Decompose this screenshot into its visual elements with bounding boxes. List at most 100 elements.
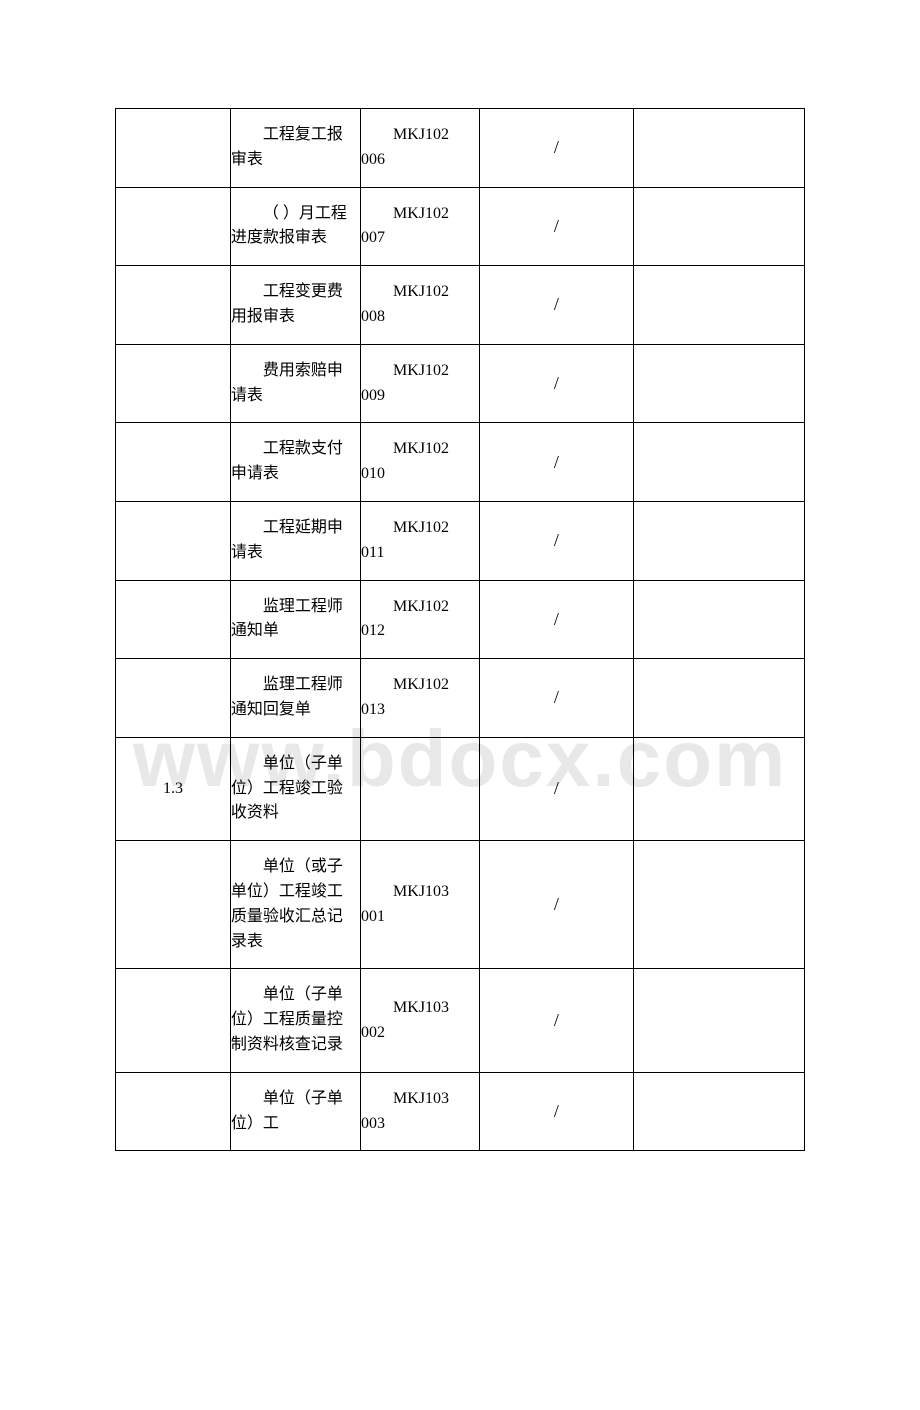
remark-cell	[633, 737, 804, 840]
slash-text: /	[554, 778, 559, 798]
code-number: 002	[361, 1021, 475, 1046]
item-name-text: 费用索赔申请表	[231, 345, 360, 423]
slash-cell: /	[479, 109, 633, 188]
remark-cell	[633, 423, 804, 502]
row-number-cell	[116, 580, 231, 659]
row-number-cell	[116, 423, 231, 502]
code-cell: MKJ102013	[361, 659, 480, 738]
slash-cell: /	[479, 659, 633, 738]
item-name-text: 工程变更费用报审表	[231, 266, 360, 344]
item-name-text: 单位（子单位）工	[231, 1073, 360, 1151]
code-prefix: MKJ102	[361, 123, 475, 148]
code-cell: MKJ102010	[361, 423, 480, 502]
item-name-text: （ ）月工程进度款报审表	[231, 188, 360, 266]
table-row: 工程复工报审表MKJ102006/	[116, 109, 805, 188]
item-name-cell: 费用索赔申请表	[230, 344, 360, 423]
table-row: 单位（子单位）工程质量控制资料核查记录MKJ103002 /	[116, 969, 805, 1072]
code-cell: MKJ102012	[361, 580, 480, 659]
remark-cell	[633, 344, 804, 423]
table-row: 单位（或子单位）工程竣工质量验收汇总记录表MKJ103001 /	[116, 841, 805, 969]
row-number-cell	[116, 266, 231, 345]
code-prefix: MKJ102	[361, 595, 475, 620]
code-number: 009	[361, 384, 475, 409]
slash-text: /	[554, 894, 559, 914]
slash-cell: /	[479, 737, 633, 840]
row-number-cell	[116, 969, 231, 1072]
code-cell: MKJ102007	[361, 187, 480, 266]
remark-cell	[633, 109, 804, 188]
item-name-cell: 监理工程师通知单	[230, 580, 360, 659]
item-name-cell: 工程延期申请表	[230, 501, 360, 580]
item-name-text: 单位（或子单位）工程竣工质量验收汇总记录表	[231, 841, 360, 968]
code-cell: MKJ102006	[361, 109, 480, 188]
item-name-text: 工程延期申请表	[231, 502, 360, 580]
row-number-cell	[116, 501, 231, 580]
code-prefix: MKJ103	[361, 996, 475, 1021]
item-name-text: 工程复工报审表	[231, 109, 360, 187]
slash-text: /	[554, 530, 559, 550]
table-row: 监理工程师通知单MKJ102012 /	[116, 580, 805, 659]
remark-cell	[633, 969, 804, 1072]
code-cell: MKJ102008	[361, 266, 480, 345]
code-number: 011	[361, 541, 475, 566]
slash-text: /	[554, 216, 559, 236]
slash-text: /	[554, 294, 559, 314]
code-cell: MKJ102011	[361, 501, 480, 580]
table-row: 工程变更费用报审表MKJ102008 /	[116, 266, 805, 345]
slash-cell: /	[479, 841, 633, 969]
slash-cell: /	[479, 344, 633, 423]
code-prefix: MKJ102	[361, 437, 475, 462]
row-number-cell: 1.3	[116, 737, 231, 840]
item-name-cell: 单位（子单位）工	[230, 1072, 360, 1151]
document-table: 工程复工报审表MKJ102006/（ ）月工程进度款报审表MKJ102007/工…	[115, 108, 805, 1151]
slash-cell: /	[479, 187, 633, 266]
code-prefix: MKJ103	[361, 880, 475, 905]
code-number: 013	[361, 698, 475, 723]
table-row: 费用索赔申请表MKJ102009 /	[116, 344, 805, 423]
slash-cell: /	[479, 423, 633, 502]
code-number: 010	[361, 462, 475, 487]
slash-cell: /	[479, 501, 633, 580]
table-row: 监理工程师通知回复单MKJ102013 /	[116, 659, 805, 738]
slash-cell: /	[479, 1072, 633, 1151]
code-cell: MKJ103001	[361, 841, 480, 969]
code-prefix: MKJ102	[361, 516, 475, 541]
code-cell: MKJ103002	[361, 969, 480, 1072]
item-name-text: 监理工程师通知单	[231, 581, 360, 659]
item-name-cell: 单位（子单位）工程质量控制资料核查记录	[230, 969, 360, 1072]
slash-cell: /	[479, 580, 633, 659]
slash-cell: /	[479, 969, 633, 1072]
remark-cell	[633, 266, 804, 345]
item-name-cell: 工程款支付申请表	[230, 423, 360, 502]
code-prefix: MKJ102	[361, 359, 475, 384]
slash-text: /	[554, 609, 559, 629]
table-row: 工程款支付申请表MKJ102010 /	[116, 423, 805, 502]
code-prefix: MKJ102	[361, 673, 475, 698]
row-number-cell	[116, 659, 231, 738]
row-number-cell	[116, 187, 231, 266]
code-number: 003	[361, 1112, 475, 1137]
item-name-cell: 单位（或子单位）工程竣工质量验收汇总记录表	[230, 841, 360, 969]
row-number-cell	[116, 841, 231, 969]
slash-text: /	[554, 1010, 559, 1030]
code-prefix: MKJ103	[361, 1087, 475, 1112]
item-name-cell: 工程复工报审表	[230, 109, 360, 188]
item-name-text: 监理工程师通知回复单	[231, 659, 360, 737]
item-name-text: 工程款支付申请表	[231, 423, 360, 501]
code-prefix: MKJ102	[361, 202, 475, 227]
slash-text: /	[554, 452, 559, 472]
code-cell	[361, 737, 480, 840]
item-name-text: 单位（子单位）工程竣工验收资料	[231, 738, 360, 840]
row-number-cell	[116, 344, 231, 423]
table-row: 单位（子单位）工MKJ103003/	[116, 1072, 805, 1151]
slash-cell: /	[479, 266, 633, 345]
remark-cell	[633, 841, 804, 969]
item-name-cell: （ ）月工程进度款报审表	[230, 187, 360, 266]
code-number: 008	[361, 305, 475, 330]
code-cell: MKJ103003	[361, 1072, 480, 1151]
item-name-cell: 单位（子单位）工程竣工验收资料	[230, 737, 360, 840]
slash-text: /	[554, 373, 559, 393]
row-number-cell	[116, 1072, 231, 1151]
slash-text: /	[554, 687, 559, 707]
row-number-cell	[116, 109, 231, 188]
